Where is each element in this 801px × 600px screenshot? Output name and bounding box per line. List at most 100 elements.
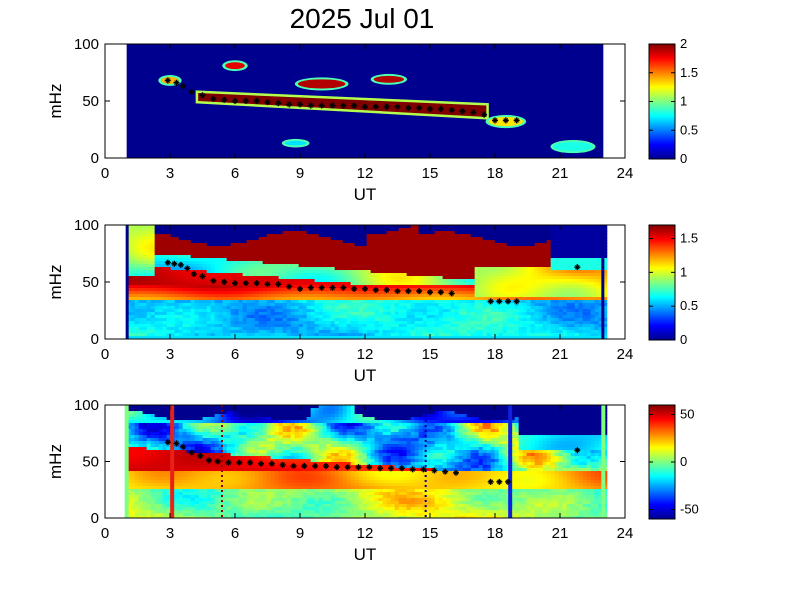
data-point xyxy=(459,108,466,115)
panel-1-heatmap xyxy=(105,44,625,158)
data-point xyxy=(513,117,520,124)
data-point xyxy=(427,289,433,296)
data-point xyxy=(505,478,511,485)
data-point xyxy=(377,465,384,472)
data-point xyxy=(286,101,293,108)
data-point xyxy=(323,463,329,470)
x-tick-label: 21 xyxy=(552,525,569,542)
y-tick-label: 100 xyxy=(74,36,99,53)
x-tick-label: 3 xyxy=(166,525,174,542)
y-tick-label: 100 xyxy=(74,397,99,414)
data-point xyxy=(502,117,509,124)
data-point xyxy=(199,92,206,99)
y-axis-label: mHz xyxy=(46,265,65,300)
data-point xyxy=(481,111,488,118)
x-tick-label: 12 xyxy=(357,165,374,182)
y-tick-label: 50 xyxy=(82,93,99,110)
figure-title: 2025 Jul 01 xyxy=(290,3,435,34)
colorbar-tick-label: 1 xyxy=(680,264,687,279)
data-point xyxy=(290,463,297,470)
data-point xyxy=(405,288,412,295)
x-tick-label: 24 xyxy=(617,165,634,182)
data-point xyxy=(372,286,379,293)
data-edge-left xyxy=(124,405,129,518)
data-point xyxy=(164,259,171,266)
colorbar-tick-label: 0 xyxy=(680,151,687,166)
x-tick-label: 6 xyxy=(231,165,239,182)
data-point xyxy=(487,298,494,305)
heatmap-blob xyxy=(373,75,405,83)
data-point xyxy=(171,260,178,267)
data-point xyxy=(340,284,347,291)
data-point xyxy=(242,280,249,287)
data-point xyxy=(492,117,498,124)
data-point xyxy=(164,77,171,84)
data-edge-left xyxy=(125,225,129,339)
panel-2-colorbar: 0 0.5 1 1.5 xyxy=(648,224,698,347)
x-tick-label: 9 xyxy=(296,346,304,363)
y-tick-label: 0 xyxy=(91,150,99,167)
data-point xyxy=(307,284,314,291)
data-point xyxy=(214,458,221,465)
data-point xyxy=(318,284,325,291)
data-point xyxy=(388,465,394,472)
data-point xyxy=(362,103,368,110)
data-point xyxy=(405,104,412,111)
x-tick-label: 9 xyxy=(296,525,304,542)
data-point xyxy=(190,271,197,278)
data-point xyxy=(221,96,228,103)
data-point xyxy=(307,102,314,109)
x-tick-label: 18 xyxy=(487,346,504,363)
data-point xyxy=(279,461,286,468)
data-point xyxy=(437,105,444,112)
data-point xyxy=(416,104,423,111)
data-point xyxy=(188,449,195,456)
x-tick-label: 3 xyxy=(166,165,174,182)
data-point xyxy=(297,101,303,108)
x-tick-label: 0 xyxy=(101,346,109,363)
data-point xyxy=(383,286,390,293)
colorbar-tick-label: 50 xyxy=(680,407,694,422)
data-point xyxy=(487,478,494,485)
data-point xyxy=(173,79,180,86)
data-point xyxy=(344,464,351,471)
data-point xyxy=(351,102,358,109)
data-point xyxy=(210,277,217,284)
data-point xyxy=(574,264,581,271)
data-point xyxy=(505,298,511,305)
data-point xyxy=(258,460,264,467)
colorbar-tick-label: 1.5 xyxy=(680,231,698,246)
data-point xyxy=(318,102,325,109)
colorbar-tick-label: 0 xyxy=(680,454,687,469)
data-point xyxy=(197,452,204,459)
data-point xyxy=(312,463,319,470)
data-point xyxy=(199,273,206,280)
data-point xyxy=(366,464,373,471)
data-point xyxy=(437,289,444,296)
x-tick-label: 18 xyxy=(487,165,504,182)
panel-2-axes: 0 3 6 9 12 15 18 21 24 0 50 100 UT mHz xyxy=(46,217,633,385)
data-point xyxy=(329,102,336,109)
data-point xyxy=(362,285,368,292)
x-tick-label: 24 xyxy=(617,346,634,363)
y-tick-label: 0 xyxy=(91,331,99,348)
x-tick-label: 9 xyxy=(296,165,304,182)
data-point xyxy=(275,281,282,288)
data-point xyxy=(394,288,401,295)
data-point xyxy=(394,103,401,110)
data-edge-right xyxy=(601,405,606,518)
data-point xyxy=(242,98,249,104)
data-point xyxy=(496,478,503,485)
data-point xyxy=(427,105,433,112)
x-tick-label: 21 xyxy=(552,165,569,182)
y-axis-label: mHz xyxy=(46,84,65,119)
data-point xyxy=(247,459,254,466)
data-point xyxy=(416,288,423,295)
x-tick-label: 15 xyxy=(422,346,439,363)
data-point xyxy=(210,95,217,102)
heatmap-blob xyxy=(225,62,245,70)
data-edge-right xyxy=(601,225,605,339)
data-point xyxy=(264,99,271,106)
data-point xyxy=(355,464,362,471)
